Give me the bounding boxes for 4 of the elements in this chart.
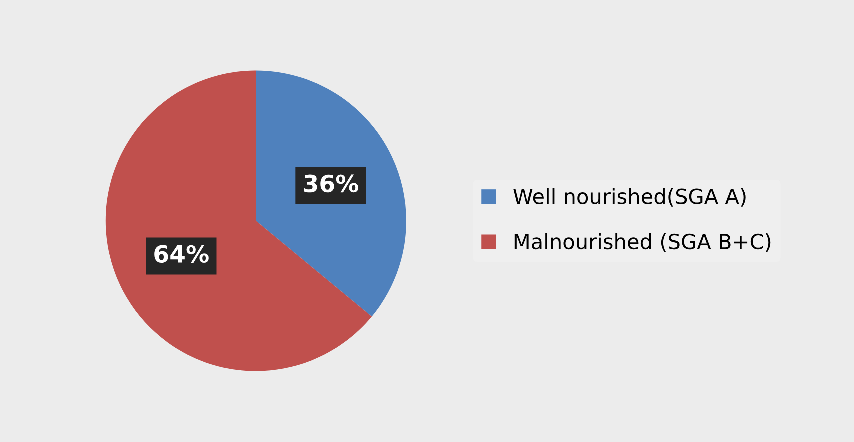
legend-label: Well nourished(SGA A)	[514, 188, 746, 207]
legend-label: Malnourished (SGA B+C)	[514, 234, 771, 252]
data-label: 64%	[154, 245, 209, 264]
data-label: 36%	[304, 174, 359, 193]
